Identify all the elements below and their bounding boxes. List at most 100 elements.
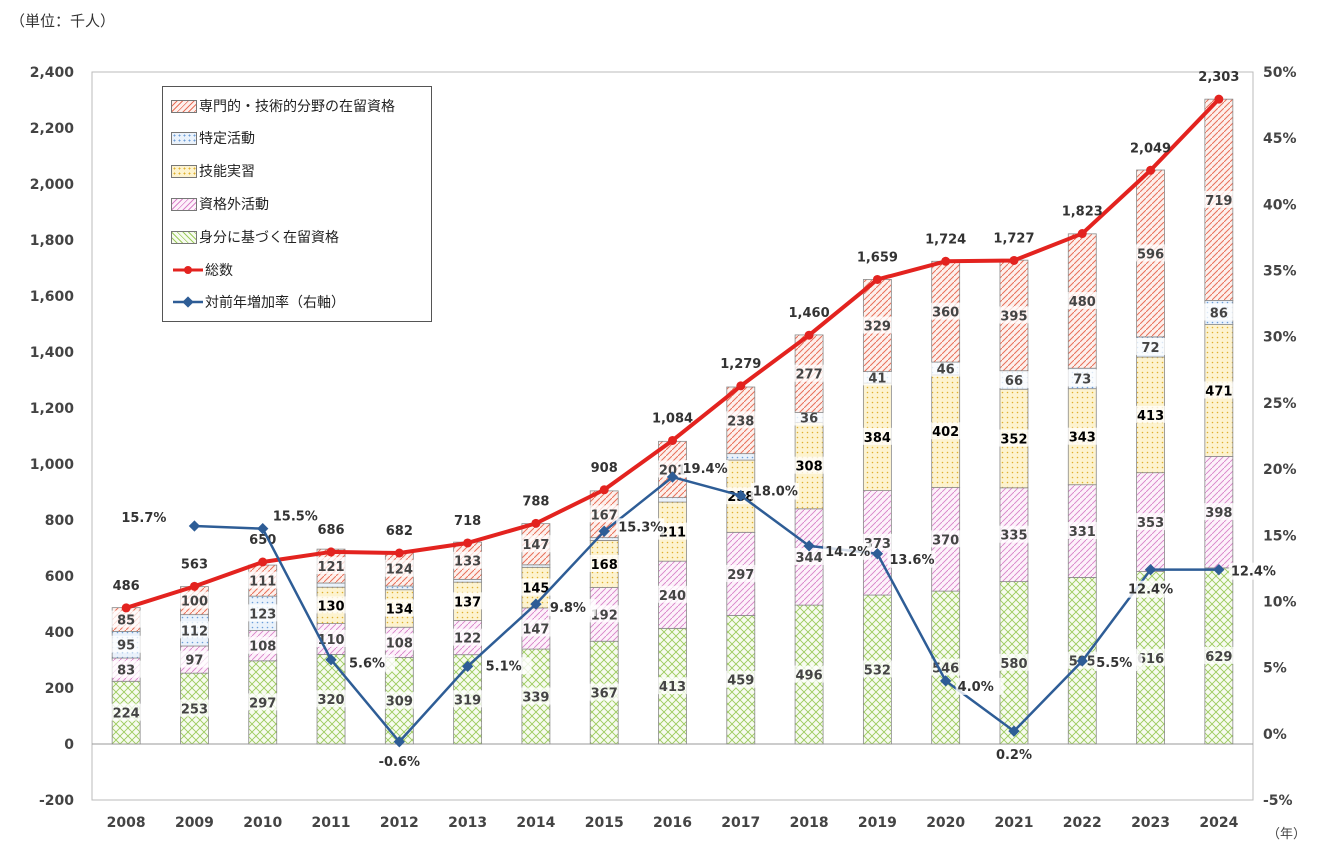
bar-value-label: 496: [796, 669, 823, 684]
growth-rate-value-label: 12.4%: [1231, 565, 1276, 580]
total-point: [599, 485, 609, 495]
growth-rate-value-label: 5.5%: [1096, 656, 1132, 671]
unit-label: （単位：千人）: [10, 12, 116, 30]
total-point: [1214, 94, 1224, 104]
bar-value-label: 211: [659, 526, 686, 541]
x-tick-label: 2011: [312, 815, 351, 831]
growth-rate-point: [735, 489, 747, 502]
bar-label-bg: [861, 316, 894, 334]
y-tick-label: 1,800: [30, 233, 75, 249]
total-point: [941, 256, 951, 266]
total-point: [872, 274, 882, 284]
legend-label-professional: 専門的・技術的分野の在留資格: [199, 99, 395, 115]
x-tick-label: 2012: [380, 815, 419, 831]
y2-tick-label: 10%: [1263, 594, 1297, 610]
total-point: [463, 538, 473, 548]
bar-value-label: 133: [454, 555, 481, 570]
bar-label-bg: [1066, 522, 1099, 540]
growth-rate-point: [257, 522, 269, 535]
bar-segment: [453, 578, 483, 583]
bar-label-bg: [656, 585, 689, 603]
growth-rate-point: [1213, 564, 1225, 576]
legend-item-growth-rate: 対前年増加率（右軸）: [171, 291, 345, 313]
bar-value-label: 339: [522, 691, 549, 706]
total-value-label: 1,724: [925, 232, 966, 247]
legend-item-designated: 特定活動: [171, 127, 255, 149]
bar-value-label: 320: [317, 693, 344, 708]
bar-value-label: 329: [864, 320, 891, 335]
bar-label-bg: [451, 690, 484, 708]
bar-label-bg: [1202, 303, 1235, 321]
bar-value-label: 480: [1069, 295, 1096, 310]
growth-rate-label-bg: [1126, 580, 1175, 598]
legend-item-status-based: 身分に基づく在留資格: [171, 226, 339, 248]
y2-tick-label: 30%: [1263, 330, 1297, 346]
y-tick-label: 400: [45, 625, 74, 641]
bar-value-label: 395: [1000, 309, 1027, 324]
bar-value-label: 192: [591, 608, 618, 623]
growth-rate-label-bg: [680, 460, 729, 478]
growth-rate-value-label: 0.2%: [996, 748, 1032, 763]
bar-label-bg: [724, 670, 757, 688]
growth-rate-point: [325, 654, 337, 666]
total-value-label: 2,303: [1198, 70, 1239, 85]
growth-rate-point: [1144, 564, 1157, 576]
bar-value-label: 83: [117, 664, 135, 679]
bar-value-label: 97: [185, 654, 203, 669]
bar-label-bg: [178, 699, 211, 717]
bar-label-bg: [724, 564, 757, 582]
total-value-label: 788: [522, 494, 549, 509]
bar-label-bg: [588, 605, 621, 623]
total-value-label: 1,460: [789, 306, 830, 321]
total-value-label: 1,659: [857, 250, 898, 265]
growth-rate-label-bg: [483, 657, 532, 675]
bar-value-label: 130: [317, 599, 344, 614]
bar-value-label: 41: [868, 371, 886, 386]
bar-value-label: 168: [591, 558, 618, 573]
bar-label-bg: [997, 306, 1030, 324]
bar-value-label: 308: [796, 460, 823, 475]
growth-rate-label-bg: [120, 509, 169, 527]
legend-label-growth-rate: 対前年増加率（右軸）: [205, 295, 345, 311]
x-tick-label: 2010: [243, 815, 282, 831]
bar-label-bg: [997, 429, 1030, 447]
bar-value-label: 459: [727, 674, 754, 689]
x-tick-label: 2013: [448, 815, 487, 831]
legend-swatch-extra-activity: [171, 197, 197, 211]
growth-rate-value-label: 15.7%: [121, 511, 166, 526]
bar-label-bg: [793, 665, 826, 683]
growth-rate-label-bg: [375, 752, 424, 770]
bar-value-label: 384: [864, 431, 891, 446]
legend-swatch-status-based: [171, 230, 197, 244]
total-point: [531, 518, 541, 528]
growth-rate-label-bg: [750, 482, 799, 500]
bar-label-bg: [383, 599, 416, 617]
bar-value-label: 100: [181, 595, 208, 610]
bar-value-label: 66: [1005, 374, 1023, 389]
bar-label-bg: [315, 690, 348, 708]
total-point: [121, 603, 131, 613]
growth-rate-point: [188, 520, 201, 532]
bar-label-bg: [519, 619, 552, 637]
bar-label-bg: [861, 427, 894, 445]
bar-value-label: 108: [386, 636, 413, 651]
x-tick-label: 2015: [585, 815, 624, 831]
bar-value-label: 147: [522, 623, 549, 638]
bar-label-bg: [793, 547, 826, 565]
bar-label-bg: [315, 596, 348, 614]
legend-swatch-designated: [171, 131, 197, 145]
bar-label-bg: [929, 530, 962, 548]
bar-value-label: 367: [591, 687, 618, 702]
bar-value-label: 370: [932, 533, 959, 548]
bar-label-bg: [110, 703, 143, 721]
bar-label-bg: [1202, 190, 1235, 208]
bar-label-bg: [1066, 427, 1099, 445]
x-tick-label: 2021: [994, 815, 1033, 831]
bar-label-bg: [793, 364, 826, 382]
bar-value-label: 85: [117, 614, 135, 629]
bar-label-bg: [724, 411, 757, 429]
growth-rate-value-label: 13.6%: [889, 553, 934, 568]
bar-value-label: 36: [800, 412, 818, 427]
bar-label-bg: [1134, 405, 1167, 423]
growth-rate-value-label: 9.8%: [550, 601, 586, 616]
